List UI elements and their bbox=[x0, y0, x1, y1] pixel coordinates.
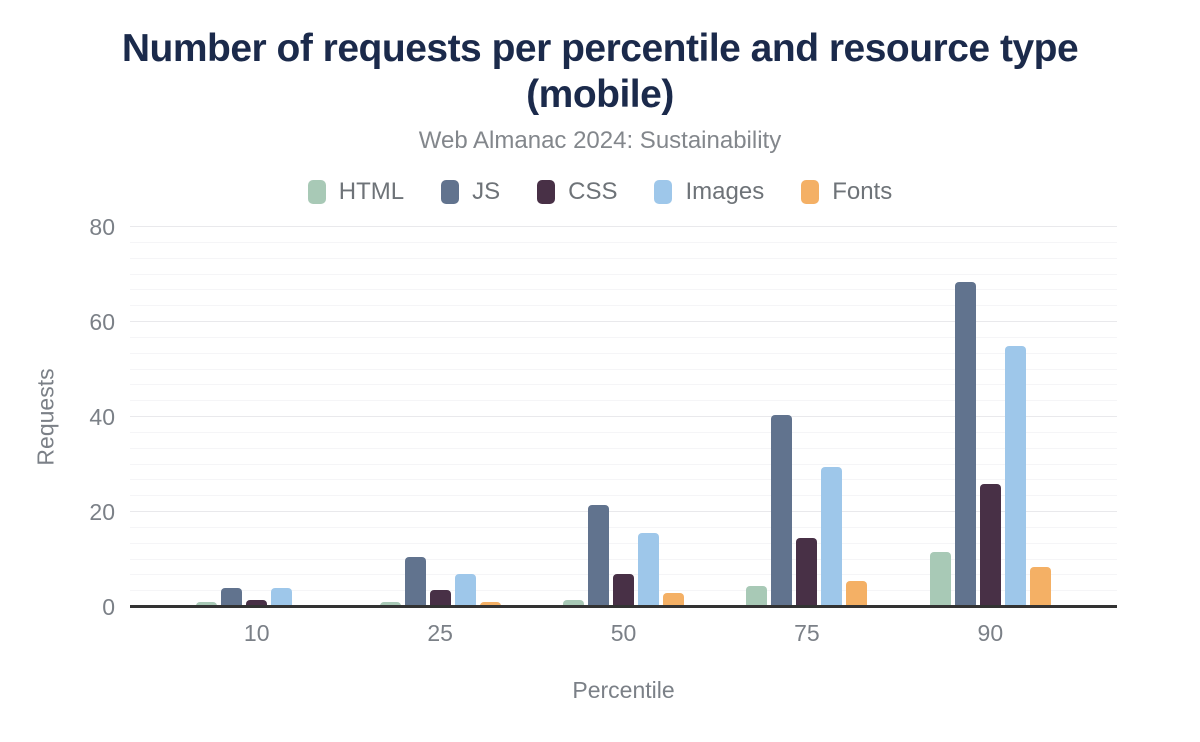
legend-swatch-icon bbox=[801, 180, 820, 204]
gridline-minor bbox=[130, 558, 1117, 560]
y-axis-title: Requests bbox=[32, 368, 59, 466]
gridline-minor bbox=[130, 542, 1117, 544]
bar-group-p25 bbox=[348, 227, 531, 607]
bar-html-p50[interactable] bbox=[563, 599, 585, 607]
legend-item-images[interactable]: Images bbox=[654, 178, 764, 206]
bar-html-p25[interactable] bbox=[379, 602, 401, 607]
bar-images-p10[interactable] bbox=[271, 588, 293, 607]
x-tick-label: 10 bbox=[243, 620, 270, 646]
gridline-minor bbox=[130, 368, 1117, 370]
chart-title: Number of requests per percentile and re… bbox=[121, 27, 1079, 116]
gridline-minor bbox=[130, 463, 1117, 465]
gridline-minor bbox=[130, 289, 1117, 291]
legend-swatch-icon bbox=[441, 180, 460, 204]
y-tick-label: 0 bbox=[102, 594, 115, 620]
bar-group-p75 bbox=[715, 227, 898, 607]
gridline-minor bbox=[130, 479, 1117, 481]
bar-fonts-p90[interactable] bbox=[1029, 566, 1051, 607]
gridline-minor bbox=[130, 400, 1117, 402]
y-tick-label: 60 bbox=[89, 309, 115, 335]
bar-group-p90 bbox=[899, 227, 1082, 607]
gridline-minor bbox=[130, 352, 1117, 354]
bar-js-p50[interactable] bbox=[588, 504, 610, 607]
bar-fonts-p75[interactable] bbox=[846, 580, 868, 607]
bar-images-p50[interactable] bbox=[638, 533, 660, 607]
bar-images-p25[interactable] bbox=[454, 573, 476, 607]
gridline-minor bbox=[130, 336, 1117, 338]
bar-css-p50[interactable] bbox=[613, 573, 635, 607]
bar-html-p10[interactable] bbox=[196, 602, 218, 607]
legend-label: Images bbox=[685, 178, 765, 205]
gridline-major bbox=[130, 226, 1117, 227]
gridline-minor bbox=[130, 273, 1117, 275]
x-axis-line bbox=[130, 605, 1117, 608]
legend-swatch-icon bbox=[307, 180, 326, 204]
gridline-major bbox=[130, 416, 1117, 417]
bar-js-p75[interactable] bbox=[771, 414, 793, 607]
gridline-minor bbox=[130, 257, 1117, 259]
y-axis-tick-labels: 0 20 40 60 80 bbox=[0, 215, 122, 619]
legend-item-fonts[interactable]: Fonts bbox=[801, 178, 892, 206]
bar-js-p90[interactable] bbox=[954, 281, 976, 607]
legend-label: HTML bbox=[338, 178, 405, 205]
gridline-minor bbox=[130, 305, 1117, 307]
legend-item-css[interactable]: CSS bbox=[537, 178, 617, 206]
gridline-minor bbox=[130, 447, 1117, 449]
legend-item-js[interactable]: JS bbox=[441, 178, 500, 206]
y-tick-label: 40 bbox=[89, 404, 115, 430]
legend: HTML JS CSS Images Fonts bbox=[0, 177, 1200, 207]
x-axis-title: Percentile bbox=[572, 677, 675, 703]
bar-css-p90[interactable] bbox=[979, 483, 1001, 607]
gridline-minor bbox=[130, 495, 1117, 497]
gridline-minor bbox=[130, 431, 1117, 433]
gridline-minor bbox=[130, 526, 1117, 528]
gridline-minor bbox=[130, 384, 1117, 386]
bar-html-p75[interactable] bbox=[746, 585, 768, 607]
x-tick-label: 50 bbox=[610, 620, 637, 646]
bar-js-p25[interactable] bbox=[404, 557, 426, 607]
x-axis-tick-labels: 10 25 50 75 90 bbox=[165, 618, 1082, 648]
legend-label: Fonts bbox=[832, 178, 893, 205]
bar-css-p25[interactable] bbox=[429, 590, 451, 607]
bar-images-p90[interactable] bbox=[1004, 345, 1026, 607]
legend-item-html[interactable]: HTML bbox=[307, 178, 405, 206]
gridline-major bbox=[130, 321, 1117, 322]
gridline-major bbox=[130, 511, 1117, 512]
y-tick-label: 20 bbox=[89, 499, 115, 525]
chart-subtitle: Web Almanac 2024: Sustainability bbox=[418, 127, 782, 154]
bar-group-p50 bbox=[532, 227, 715, 607]
legend-label: CSS bbox=[568, 178, 618, 205]
bar-group-p10 bbox=[165, 227, 348, 607]
legend-swatch-icon bbox=[654, 180, 673, 204]
y-tick-label: 80 bbox=[89, 214, 115, 240]
bar-css-p75[interactable] bbox=[796, 538, 818, 607]
bar-images-p75[interactable] bbox=[821, 466, 843, 607]
plot-area bbox=[130, 226, 1117, 608]
legend-swatch-icon bbox=[537, 180, 556, 204]
bar-fonts-p25[interactable] bbox=[479, 602, 501, 607]
bar-fonts-p50[interactable] bbox=[663, 592, 685, 607]
legend-label: JS bbox=[472, 178, 501, 205]
bar-groups bbox=[165, 227, 1082, 607]
bar-html-p90[interactable] bbox=[929, 552, 951, 607]
x-tick-label: 90 bbox=[977, 620, 1004, 646]
bar-css-p10[interactable] bbox=[246, 599, 268, 607]
x-tick-label: 75 bbox=[794, 620, 820, 646]
gridline-minor bbox=[130, 241, 1117, 243]
bar-js-p10[interactable] bbox=[221, 588, 243, 607]
x-tick-label: 25 bbox=[427, 620, 453, 646]
